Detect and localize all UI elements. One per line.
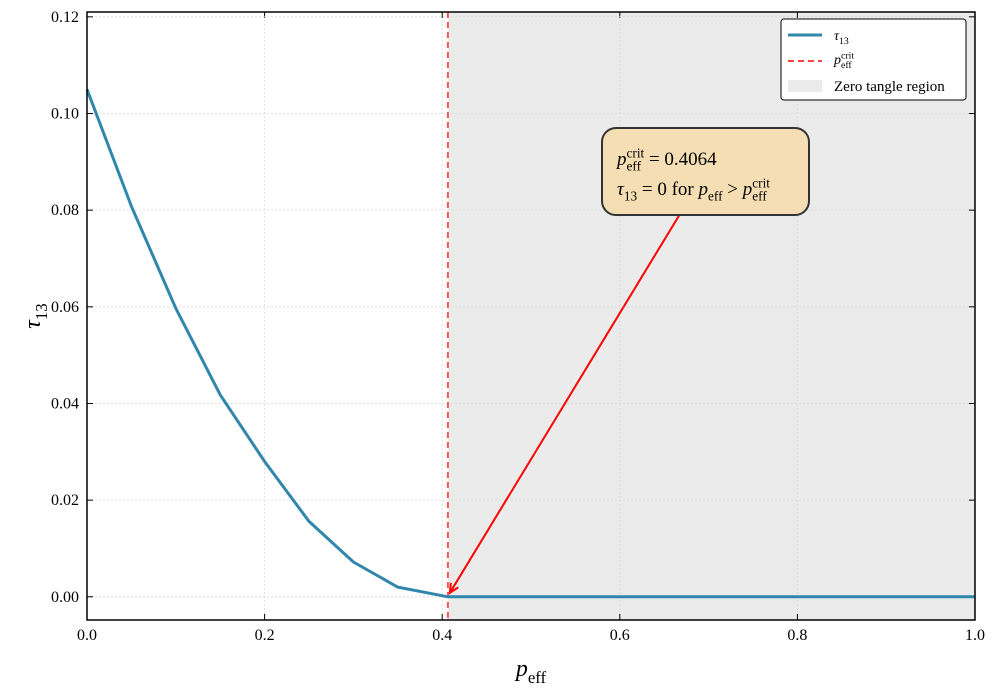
annotation-text-part: p [615,149,627,170]
y-axis-label-text: τ13 [20,303,51,328]
annotation-text-part: = 0.4064 [644,149,717,170]
annotation-text-part: τ [617,179,625,200]
x-tick-label: 0.0 [77,627,97,644]
x-tick-label: 0.6 [610,627,630,644]
legend-label-part: Zero tangle region [834,79,945,95]
x-tick-label: 0.4 [432,627,452,644]
annotation-arrowhead [448,582,459,595]
x-tick-label: 1.0 [965,627,985,644]
plot-frame [86,11,976,621]
annotation-text-part: eff [627,159,642,174]
x-axis-label-part: eff [528,668,547,687]
annotation-text-part: crit [627,145,645,160]
legend-label: Zero tangle region [834,79,945,95]
annotation-text-text: peffcrit = 0.4064 [615,145,717,173]
legend-label-text: peffcrit [833,50,854,71]
y-tick-label: 0.02 [51,492,79,509]
annotation-text-part: p [696,179,708,200]
legend-label-part: τ [834,29,840,44]
legend-label-part: p [833,53,841,68]
annotation-text-text: τ13 = 0 for peff > peffcrit [617,175,770,203]
annotation-text-part: 13 [624,189,638,204]
y-axis-label-part: 13 [32,303,51,320]
legend-label-part: eff [841,60,852,71]
legend-swatch [788,80,822,92]
annotation-arrow [449,213,681,594]
legend-label-part: crit [841,50,854,61]
annotation-box [601,127,810,216]
legend-label-text: Zero tangle region [834,79,945,95]
y-tick-label: 0.12 [51,9,79,26]
annotation-text-part: > [723,179,743,200]
annotation-text-part: crit [752,175,770,190]
y-tick-label: 0.08 [51,202,79,219]
x-axis-label-part: p [514,656,528,682]
annotation-text: τ13 = 0 for peff > peffcrit [617,175,770,203]
annotation-text-part: = 0 for [637,179,698,200]
annotation-text: peffcrit = 0.4064 [615,145,717,173]
y-axis-label: τ13 [20,303,51,328]
line-series [85,88,975,599]
legend-label: τ13 [834,29,849,47]
legend-label-text: τ13 [834,29,849,47]
y-axis-label-part: τ [20,319,46,329]
x-tick-label: 0.8 [787,627,807,644]
x-axis-label: peff [514,656,547,687]
annotation-text-part: eff [752,189,767,204]
y-tick-label: 0.10 [51,105,79,122]
shaded-region [447,12,976,620]
annotation-text-part: p [741,179,753,200]
legend-label-part: 13 [839,36,849,47]
x-tick-label: 0.2 [255,627,275,644]
x-axis-label-text: peff [514,656,547,687]
y-tick-label: 0.06 [51,299,79,316]
legend-label: peffcrit [833,50,854,71]
y-tick-label: 0.04 [51,395,79,412]
annotation-text-part: eff [708,189,723,204]
legend-box [780,18,967,101]
y-tick-label: 0.00 [51,589,79,606]
